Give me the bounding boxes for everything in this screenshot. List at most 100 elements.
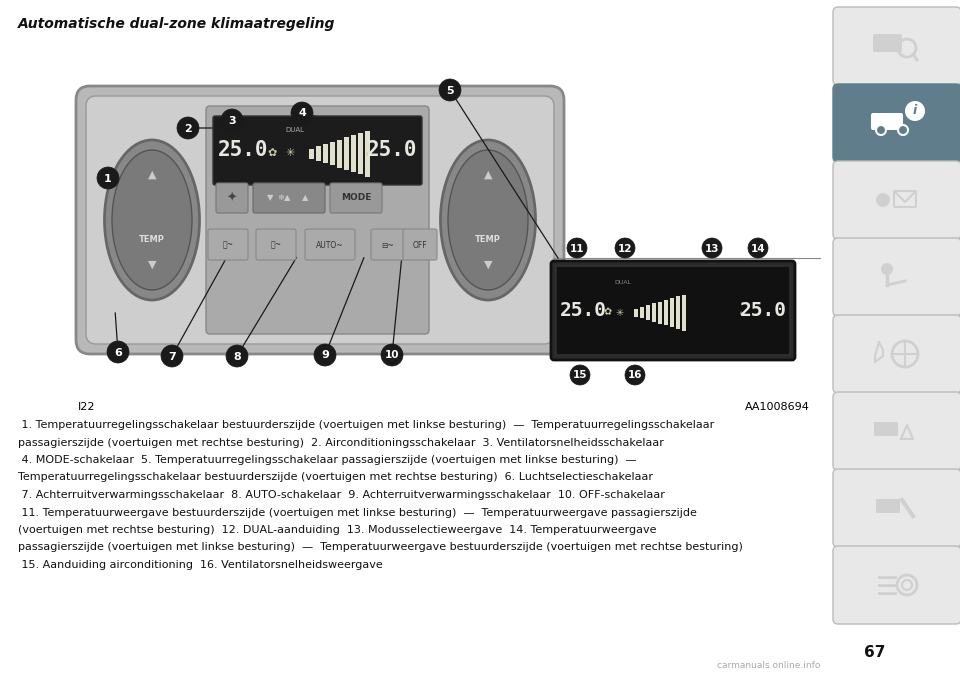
FancyBboxPatch shape: [330, 183, 382, 213]
Text: 12: 12: [617, 243, 633, 254]
Bar: [365, 130, 370, 176]
Circle shape: [161, 345, 183, 367]
Circle shape: [107, 341, 129, 363]
FancyBboxPatch shape: [551, 261, 795, 360]
FancyBboxPatch shape: [833, 7, 960, 85]
Circle shape: [226, 345, 248, 367]
Bar: [640, 306, 644, 318]
Text: ▲: ▲: [484, 170, 492, 180]
Text: 8: 8: [233, 351, 241, 361]
FancyBboxPatch shape: [256, 229, 296, 260]
Text: 5: 5: [446, 85, 454, 96]
Text: 6: 6: [114, 348, 122, 357]
Circle shape: [748, 238, 768, 258]
Circle shape: [881, 263, 893, 275]
Bar: [658, 302, 662, 323]
Bar: [351, 135, 356, 172]
Text: TEMP: TEMP: [475, 235, 501, 245]
Text: passagierszijde (voertuigen met linkse besturing)  —  Temperatuurweergave bestuu: passagierszijde (voertuigen met linkse b…: [18, 542, 743, 553]
Text: 7. Achterruitverwarmingsschakelaar  8. AUTO-schakelaar  9. Achterruitverwarmings: 7. Achterruitverwarmingsschakelaar 8. AU…: [18, 490, 665, 500]
Text: 13: 13: [705, 243, 719, 254]
Text: ✦: ✦: [227, 191, 237, 205]
Text: AUTO~: AUTO~: [316, 241, 344, 250]
Bar: [323, 144, 328, 163]
Text: carmanuals online.info: carmanuals online.info: [716, 661, 820, 670]
Ellipse shape: [105, 140, 200, 300]
Bar: [337, 140, 342, 167]
Text: OFF: OFF: [413, 241, 427, 250]
Text: ✿: ✿: [267, 148, 276, 157]
Text: 10: 10: [385, 351, 399, 361]
FancyBboxPatch shape: [833, 469, 960, 547]
Text: 2: 2: [184, 123, 192, 134]
Text: 11: 11: [569, 243, 585, 254]
FancyBboxPatch shape: [86, 96, 554, 344]
FancyBboxPatch shape: [833, 315, 960, 393]
Text: ✳: ✳: [616, 308, 624, 317]
FancyBboxPatch shape: [833, 161, 960, 239]
Circle shape: [381, 344, 403, 366]
FancyBboxPatch shape: [833, 238, 960, 316]
Circle shape: [876, 193, 890, 207]
Circle shape: [314, 344, 336, 366]
Bar: [358, 133, 363, 174]
FancyBboxPatch shape: [213, 116, 422, 185]
Text: 1: 1: [104, 174, 112, 184]
Text: 4. MODE-schakelaar  5. Temperatuurregelingsschakelaar passagierszijde (voertuige: 4. MODE-schakelaar 5. Temperatuurregelin…: [18, 455, 636, 465]
FancyBboxPatch shape: [206, 106, 429, 334]
Text: i: i: [913, 104, 917, 117]
Bar: [652, 303, 656, 322]
Circle shape: [439, 79, 461, 101]
FancyBboxPatch shape: [403, 229, 437, 260]
Text: 🚗~: 🚗~: [223, 241, 233, 250]
Circle shape: [615, 238, 635, 258]
Text: passagierszijde (voertuigen met rechtse besturing)  2. Airconditioningsschakelaa: passagierszijde (voertuigen met rechtse …: [18, 437, 664, 447]
Circle shape: [97, 167, 119, 189]
FancyBboxPatch shape: [833, 546, 960, 624]
Text: 25.0: 25.0: [560, 301, 607, 320]
Text: 67: 67: [864, 645, 886, 660]
Text: Automatische dual-zone klimaatregeling: Automatische dual-zone klimaatregeling: [18, 17, 335, 31]
Circle shape: [898, 125, 908, 135]
Text: 16: 16: [628, 370, 642, 380]
Ellipse shape: [112, 150, 192, 290]
FancyBboxPatch shape: [371, 229, 405, 260]
Text: (voertuigen met rechtse besturing)  12. DUAL-aanduiding  13. Modusselectieweerga: (voertuigen met rechtse besturing) 12. D…: [18, 525, 657, 535]
Text: ▼: ▼: [267, 193, 274, 203]
Text: 15: 15: [573, 370, 588, 380]
Text: ▲: ▲: [301, 193, 308, 203]
Circle shape: [221, 109, 243, 131]
Ellipse shape: [448, 150, 528, 290]
Text: 🌡~: 🌡~: [271, 241, 281, 250]
Text: ⊟~: ⊟~: [382, 241, 395, 250]
Bar: [682, 294, 686, 330]
Circle shape: [177, 117, 199, 139]
Text: MODE: MODE: [341, 193, 372, 203]
Text: 25.0: 25.0: [739, 301, 786, 320]
FancyBboxPatch shape: [833, 84, 960, 162]
Text: 14: 14: [751, 243, 765, 254]
Text: ❄▲: ❄▲: [277, 193, 291, 203]
Text: ▼: ▼: [148, 260, 156, 270]
Text: 11. Temperatuurweergave bestuurderszijde (voertuigen met linkse besturing)  —  T: 11. Temperatuurweergave bestuurderszijde…: [18, 508, 697, 517]
Ellipse shape: [441, 140, 536, 300]
Bar: [646, 305, 650, 320]
FancyBboxPatch shape: [556, 266, 790, 355]
Bar: [330, 142, 335, 165]
Bar: [316, 146, 321, 161]
Text: TEMP: TEMP: [139, 235, 165, 245]
Text: 25.0: 25.0: [218, 140, 268, 161]
Text: AA1008694: AA1008694: [745, 402, 810, 412]
Text: ▲: ▲: [148, 170, 156, 180]
FancyBboxPatch shape: [833, 392, 960, 470]
Text: 9: 9: [321, 351, 329, 361]
Circle shape: [291, 102, 313, 124]
Circle shape: [702, 238, 722, 258]
Circle shape: [905, 101, 925, 121]
Circle shape: [567, 238, 587, 258]
Bar: [670, 298, 674, 327]
FancyBboxPatch shape: [76, 86, 564, 354]
Bar: [309, 148, 314, 159]
FancyBboxPatch shape: [208, 229, 248, 260]
Text: I22: I22: [78, 402, 95, 412]
